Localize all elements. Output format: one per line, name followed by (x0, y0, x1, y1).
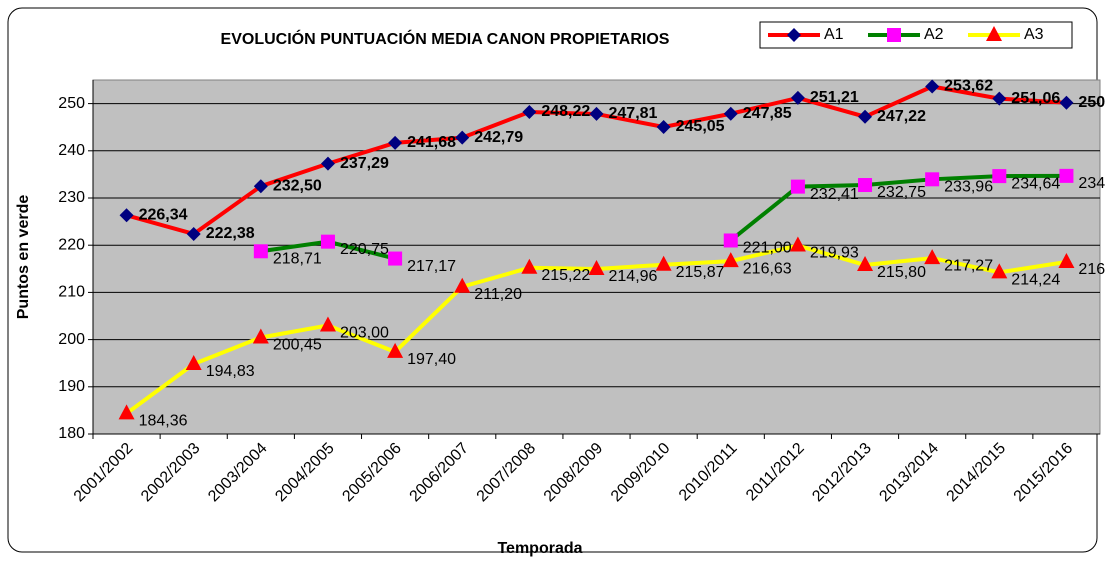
data-point (924, 249, 941, 265)
data-point (655, 255, 672, 271)
data-point (857, 256, 874, 272)
data-point (588, 259, 605, 275)
data-label: 215,87 (676, 264, 725, 281)
data-label: 221,00 (743, 240, 792, 257)
data-point (252, 328, 269, 344)
data-point (790, 179, 805, 194)
data-point (992, 169, 1007, 184)
data-point (320, 234, 335, 249)
data-point (992, 91, 1007, 106)
data-label: 233,96 (944, 179, 993, 196)
data-point (723, 106, 738, 121)
data-label: 222,38 (206, 225, 255, 242)
y-tick-label: 220 (58, 236, 85, 253)
data-label: 232,41 (810, 186, 859, 203)
y-tick-label: 210 (58, 284, 85, 301)
data-label: 200,45 (273, 337, 322, 354)
data-label: 248,22 (541, 103, 590, 120)
series-line (729, 173, 1067, 243)
data-label: 232,75 (877, 184, 926, 201)
data-point (790, 90, 805, 105)
y-tick-label: 190 (58, 378, 85, 395)
data-point (656, 119, 671, 134)
y-tick-label: 240 (58, 142, 85, 159)
data-point (589, 106, 604, 121)
data-label: 247,85 (743, 105, 792, 122)
legend-marker (986, 26, 1002, 41)
data-point (722, 252, 739, 268)
legend-label: A2 (924, 26, 944, 43)
data-point (723, 233, 738, 248)
data-point (455, 130, 470, 145)
data-label: 216,45 (1078, 261, 1105, 278)
data-point (388, 251, 403, 266)
data-point (388, 135, 403, 150)
data-label: 234,69 (1078, 175, 1105, 192)
data-label: 226,34 (139, 206, 188, 223)
data-label: 217,17 (407, 258, 456, 275)
data-point (454, 277, 471, 293)
data-label: 197,40 (407, 351, 456, 368)
data-label: 217,27 (944, 257, 993, 274)
y-axis-label: Puntos en verde (15, 195, 32, 320)
legend-label: A3 (1024, 26, 1044, 43)
data-label: 241,68 (407, 134, 456, 151)
data-label: 203,00 (340, 325, 389, 342)
data-point (1058, 252, 1075, 268)
data-label: 214,24 (1011, 272, 1060, 289)
data-point (858, 178, 873, 193)
data-point (320, 156, 335, 171)
data-label: 215,22 (541, 267, 590, 284)
chart-title: EVOLUCIÓN PUNTUACIÓN MEDIA CANON PROPIET… (221, 29, 670, 48)
data-point (253, 179, 268, 194)
y-tick-label: 200 (58, 331, 85, 348)
data-label: 232,50 (273, 177, 322, 194)
data-label: 253,62 (944, 78, 993, 95)
data-label: 245,05 (676, 118, 725, 135)
data-label: 184,36 (139, 413, 188, 430)
legend-marker (887, 28, 901, 42)
data-label: 220,75 (340, 241, 389, 258)
data-point (186, 226, 201, 241)
y-tick-label: 230 (58, 189, 85, 206)
data-label: 234,64 (1011, 175, 1060, 192)
data-label: 215,80 (877, 264, 926, 281)
data-point (789, 236, 806, 252)
data-label: 251,21 (810, 89, 859, 106)
data-point (925, 79, 940, 94)
data-label: 250,19 (1078, 94, 1105, 111)
data-point (522, 105, 537, 120)
legend-label: A1 (824, 26, 844, 43)
data-point (925, 172, 940, 187)
y-tick-label: 180 (58, 425, 85, 442)
data-label: 251,06 (1011, 90, 1060, 107)
data-label: 194,83 (206, 363, 255, 380)
data-point (387, 342, 404, 358)
data-point (118, 404, 135, 420)
data-label: 218,71 (273, 251, 322, 268)
data-point (1059, 95, 1074, 110)
data-label: 216,63 (743, 260, 792, 277)
x-axis-label: Temporada (497, 540, 582, 557)
data-point (185, 355, 202, 371)
data-label: 247,22 (877, 108, 926, 125)
data-point (253, 244, 268, 259)
data-label: 247,81 (609, 105, 658, 122)
data-point (119, 208, 134, 223)
data-point (319, 316, 336, 332)
legend-marker (787, 28, 801, 42)
data-label: 211,20 (474, 286, 522, 303)
data-label: 219,93 (810, 245, 859, 262)
data-point (1059, 168, 1074, 183)
data-label: 214,96 (609, 268, 658, 285)
data-label: 237,29 (340, 155, 389, 172)
data-point (521, 258, 538, 274)
y-tick-label: 250 (58, 95, 85, 112)
data-label: 242,79 (474, 129, 523, 146)
data-point (858, 109, 873, 124)
data-point (991, 263, 1008, 279)
